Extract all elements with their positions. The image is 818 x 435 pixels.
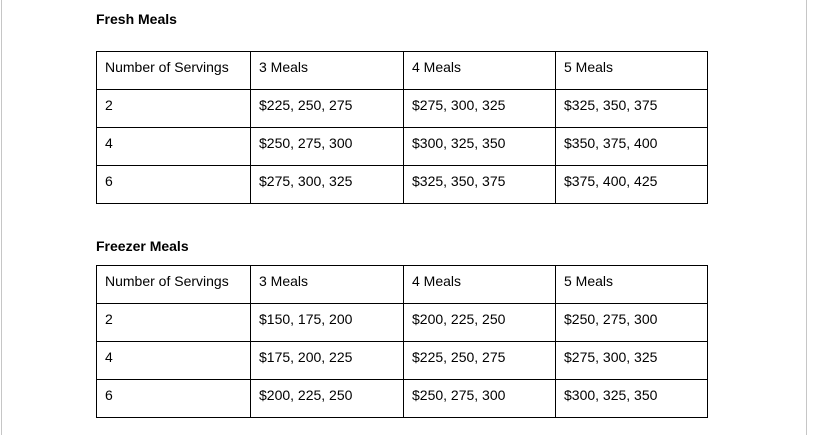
freezer-meals-heading: Freezer Meals (96, 238, 189, 254)
column-header-4-meals: 4 Meals (403, 265, 556, 304)
price-cell: $175, 200, 225 (250, 341, 404, 380)
fresh-meals-table: Number of Servings 3 Meals 4 Meals 5 Mea… (96, 51, 708, 204)
price-cell: $275, 300, 325 (555, 341, 708, 380)
column-header-4-meals: 4 Meals (403, 51, 556, 90)
servings-cell: 2 (96, 303, 251, 342)
servings-cell: 4 (96, 341, 251, 380)
price-cell: $275, 300, 325 (250, 165, 404, 204)
price-cell: $200, 225, 250 (403, 303, 556, 342)
table-row: 6 $200, 225, 250 $250, 275, 300 $300, 32… (96, 379, 708, 418)
column-header-servings: Number of Servings (96, 51, 251, 90)
fresh-meals-heading: Fresh Meals (96, 11, 177, 27)
servings-cell: 4 (96, 127, 251, 166)
servings-cell: 2 (96, 89, 251, 128)
price-cell: $275, 300, 325 (403, 89, 556, 128)
column-header-5-meals: 5 Meals (555, 51, 708, 90)
servings-cell: 6 (96, 379, 251, 418)
column-header-3-meals: 3 Meals (250, 265, 404, 304)
servings-cell: 6 (96, 165, 251, 204)
price-cell: $200, 225, 250 (250, 379, 404, 418)
column-header-3-meals: 3 Meals (250, 51, 404, 90)
price-cell: $375, 400, 425 (555, 165, 708, 204)
price-cell: $300, 325, 350 (555, 379, 708, 418)
freezer-meals-table: Number of Servings 3 Meals 4 Meals 5 Mea… (96, 265, 708, 418)
column-header-servings: Number of Servings (96, 265, 251, 304)
price-cell: $225, 250, 275 (250, 89, 404, 128)
price-cell: $250, 275, 300 (555, 303, 708, 342)
table-row: 6 $275, 300, 325 $325, 350, 375 $375, 40… (96, 165, 708, 204)
price-cell: $225, 250, 275 (403, 341, 556, 380)
table-header-row: Number of Servings 3 Meals 4 Meals 5 Mea… (96, 265, 708, 304)
table-row: 4 $250, 275, 300 $300, 325, 350 $350, 37… (96, 127, 708, 166)
price-cell: $325, 350, 375 (555, 89, 708, 128)
price-cell: $150, 175, 200 (250, 303, 404, 342)
table-row: 4 $175, 200, 225 $225, 250, 275 $275, 30… (96, 341, 708, 380)
price-cell: $250, 275, 300 (403, 379, 556, 418)
price-cell: $325, 350, 375 (403, 165, 556, 204)
document-content: Fresh Meals Number of Servings 3 Meals 4… (2, 0, 806, 418)
table-row: 2 $150, 175, 200 $200, 225, 250 $250, 27… (96, 303, 708, 342)
price-cell: $350, 375, 400 (555, 127, 708, 166)
price-cell: $250, 275, 300 (250, 127, 404, 166)
price-cell: $300, 325, 350 (403, 127, 556, 166)
column-header-5-meals: 5 Meals (555, 265, 708, 304)
table-header-row: Number of Servings 3 Meals 4 Meals 5 Mea… (96, 51, 708, 90)
table-row: 2 $225, 250, 275 $275, 300, 325 $325, 35… (96, 89, 708, 128)
